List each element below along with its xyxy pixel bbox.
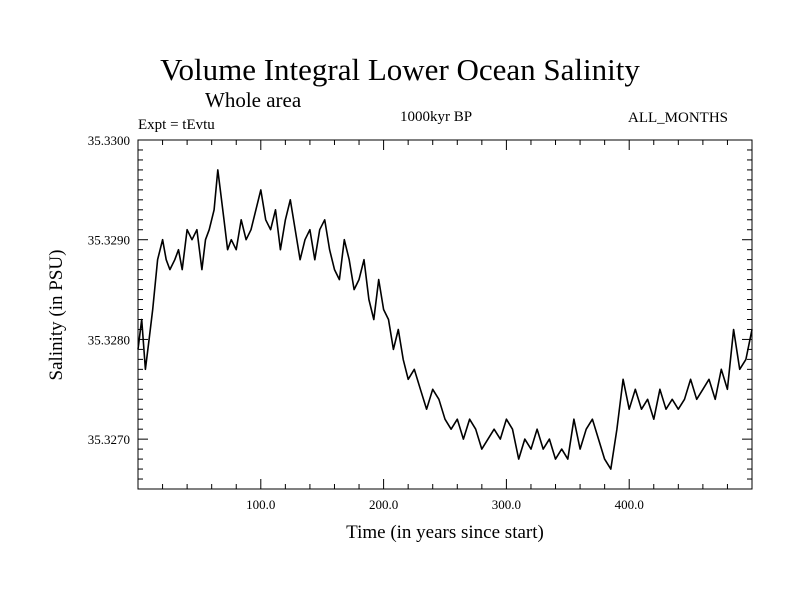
y-tick-label: 35.3270: [88, 432, 130, 447]
chart-title: Volume Integral Lower Ocean Salinity: [160, 52, 640, 87]
x-axis-title: Time (in years since start): [346, 522, 544, 543]
period-label: 1000kyr BP: [400, 109, 473, 125]
x-tick-label: 400.0: [615, 497, 644, 512]
x-tick-label: 200.0: [369, 497, 398, 512]
y-tick-label: 35.3290: [88, 233, 130, 248]
x-tick-label: 100.0: [246, 497, 275, 512]
chart-subtitle: Whole area: [205, 88, 302, 112]
experiment-label: Expt = tEvtu: [138, 117, 215, 133]
y-tick-label: 35.3280: [88, 332, 130, 347]
x-tick-label: 300.0: [492, 497, 521, 512]
salinity-series-line: [137, 169, 753, 470]
y-tick-label: 35.3300: [88, 133, 130, 148]
y-axis-title: Salinity (in PSU): [46, 250, 67, 381]
tick-marks: [138, 140, 752, 489]
plot-frame: [137, 139, 753, 490]
tick-labels: 100.0 200.0 300.0 400.0 35.3270 35.3280 35.329…: [88, 133, 644, 512]
months-label: ALL_MONTHS: [628, 110, 728, 126]
